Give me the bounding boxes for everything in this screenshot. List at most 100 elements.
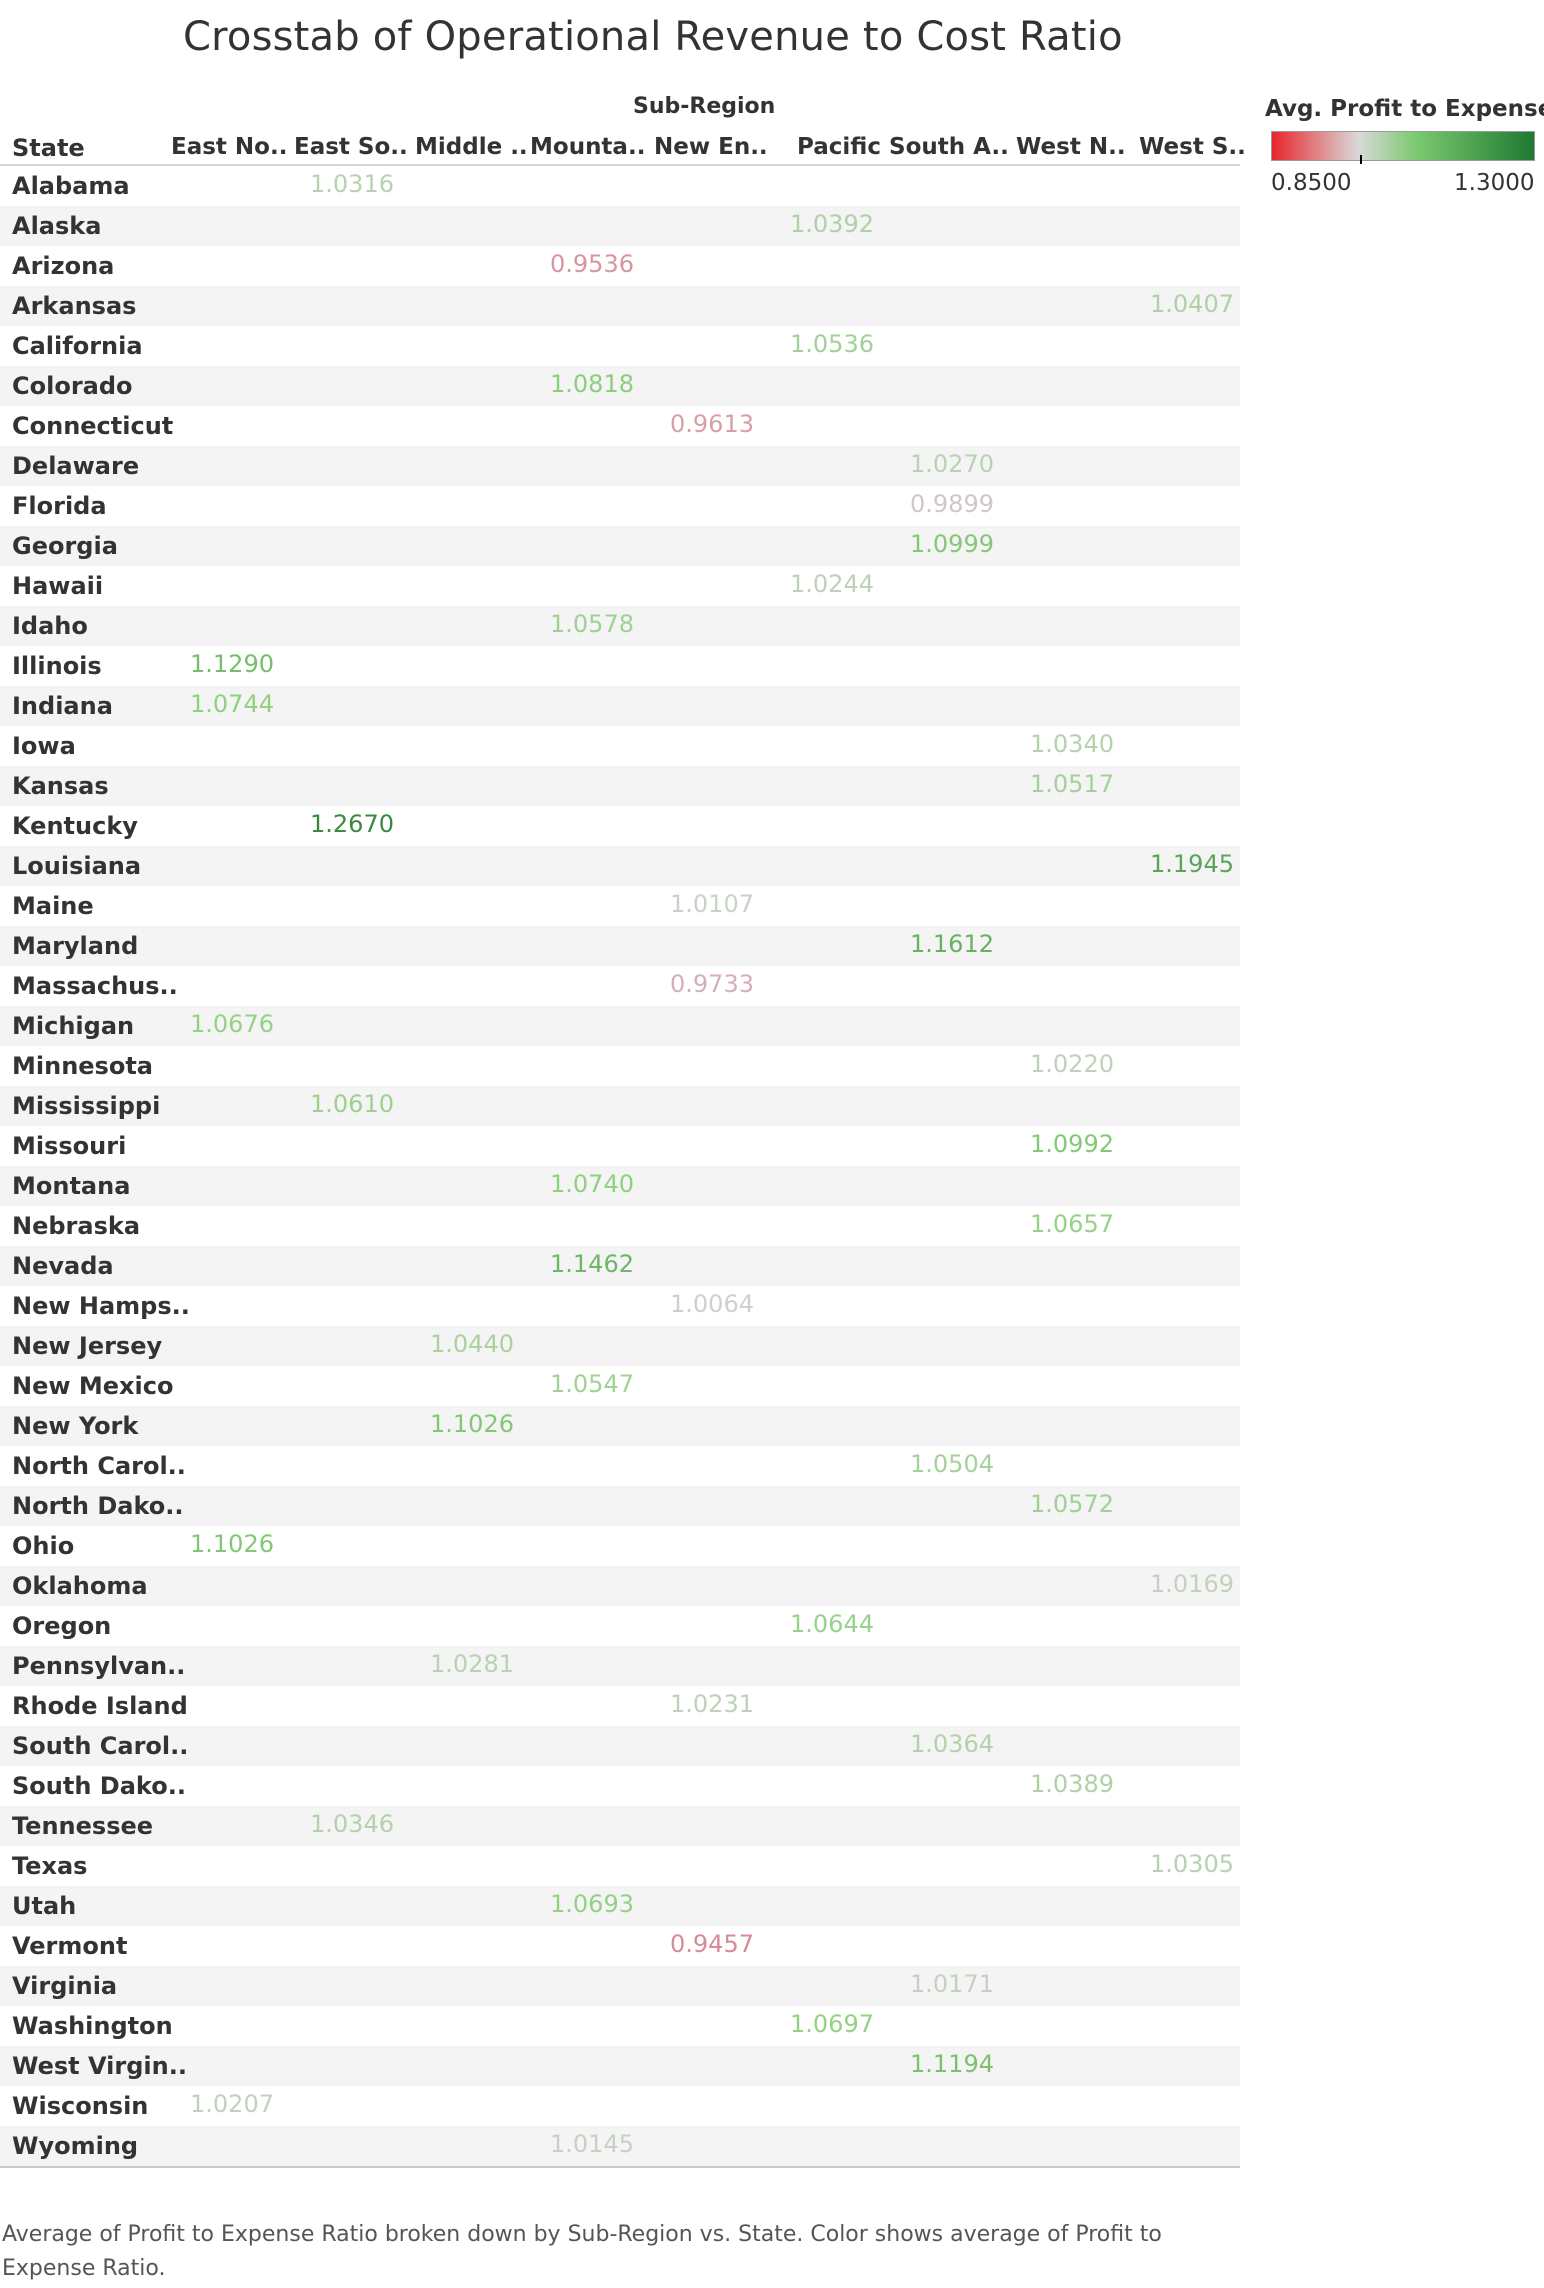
table-row[interactable]: Wyoming 1.0145 (0, 2126, 1240, 2166)
state-label[interactable]: Michigan (12, 1012, 135, 1040)
ratio-value[interactable]: 1.0693 (550, 1890, 634, 1918)
ratio-value[interactable]: 1.0610 (310, 1090, 394, 1118)
table-row[interactable]: Tennessee 1.0346 (0, 1806, 1240, 1846)
table-row[interactable]: South Carol.. 1.0364 (0, 1726, 1240, 1766)
column-header[interactable]: West S.. (1139, 134, 1246, 160)
ratio-value[interactable]: 1.0440 (430, 1330, 514, 1358)
table-row[interactable]: Montana 1.0740 (0, 1166, 1240, 1206)
state-label[interactable]: North Carol.. (12, 1452, 186, 1480)
table-row[interactable]: Missouri 1.0992 (0, 1126, 1240, 1166)
ratio-value[interactable]: 1.0064 (670, 1290, 754, 1318)
ratio-value[interactable]: 1.1612 (910, 930, 994, 958)
table-row[interactable]: Utah 1.0693 (0, 1886, 1240, 1926)
column-header[interactable]: New En.. (654, 134, 768, 160)
ratio-value[interactable]: 1.0346 (310, 1810, 394, 1838)
state-label[interactable]: Ohio (12, 1532, 75, 1560)
ratio-value[interactable]: 1.0676 (190, 1010, 274, 1038)
table-row[interactable]: Alabama 1.0316 (0, 166, 1240, 206)
ratio-value[interactable]: 1.0392 (790, 210, 874, 238)
table-row[interactable]: Arkansas 1.0407 (0, 286, 1240, 326)
ratio-value[interactable]: 1.0207 (190, 2090, 274, 2118)
table-row[interactable]: Illinois 1.1290 (0, 646, 1240, 686)
table-row[interactable]: New York 1.1026 (0, 1406, 1240, 1446)
ratio-value[interactable]: 1.0547 (550, 1370, 634, 1398)
state-label[interactable]: Texas (12, 1852, 88, 1880)
table-row[interactable]: Kansas 1.0517 (0, 766, 1240, 806)
ratio-value[interactable]: 1.0231 (670, 1690, 754, 1718)
ratio-value[interactable]: 1.0270 (910, 450, 994, 478)
table-row[interactable]: Oregon 1.0644 (0, 1606, 1240, 1646)
state-label[interactable]: Missouri (12, 1132, 127, 1160)
ratio-value[interactable]: 0.9613 (670, 410, 754, 438)
ratio-value[interactable]: 1.0536 (790, 330, 874, 358)
table-row[interactable]: Washington 1.0697 (0, 2006, 1240, 2046)
table-row[interactable]: North Dako.. 1.0572 (0, 1486, 1240, 1526)
ratio-value[interactable]: 1.0281 (430, 1650, 514, 1678)
table-row[interactable]: Kentucky 1.2670 (0, 806, 1240, 846)
table-row[interactable]: South Dako.. 1.0389 (0, 1766, 1240, 1806)
table-row[interactable]: Delaware 1.0270 (0, 446, 1240, 486)
ratio-value[interactable]: 1.0389 (1030, 1770, 1114, 1798)
state-label[interactable]: Mississippi (12, 1092, 161, 1120)
table-row[interactable]: Ohio 1.1026 (0, 1526, 1240, 1566)
ratio-value[interactable]: 1.1462 (550, 1250, 634, 1278)
ratio-value[interactable]: 1.1026 (430, 1410, 514, 1438)
state-label[interactable]: Oregon (12, 1612, 112, 1640)
table-row[interactable]: Maryland 1.1612 (0, 926, 1240, 966)
table-row[interactable]: Nevada 1.1462 (0, 1246, 1240, 1286)
state-label[interactable]: Wisconsin (12, 2092, 149, 2120)
state-label[interactable]: Arizona (12, 252, 115, 280)
ratio-value[interactable]: 1.0517 (1030, 770, 1114, 798)
state-label[interactable]: Illinois (12, 652, 102, 680)
table-row[interactable]: North Carol.. 1.0504 (0, 1446, 1240, 1486)
ratio-value[interactable]: 0.9457 (670, 1930, 754, 1958)
ratio-value[interactable]: 1.0572 (1030, 1490, 1114, 1518)
state-label[interactable]: Utah (12, 1892, 77, 1920)
state-label[interactable]: Minnesota (12, 1052, 153, 1080)
table-row[interactable]: Massachus.. 0.9733 (0, 966, 1240, 1006)
state-label[interactable]: Florida (12, 492, 107, 520)
ratio-value[interactable]: 1.0244 (790, 570, 874, 598)
ratio-value[interactable]: 1.0340 (1030, 730, 1114, 758)
ratio-value[interactable]: 1.1026 (190, 1530, 274, 1558)
ratio-value[interactable]: 1.1945 (1150, 850, 1234, 878)
table-row[interactable]: Michigan 1.0676 (0, 1006, 1240, 1046)
column-header[interactable]: East So.. (294, 134, 408, 160)
ratio-value[interactable]: 1.0818 (550, 370, 634, 398)
state-label[interactable]: Louisiana (12, 852, 142, 880)
table-row[interactable]: Maine 1.0107 (0, 886, 1240, 926)
ratio-value[interactable]: 0.9899 (910, 490, 994, 518)
state-label[interactable]: South Carol.. (12, 1732, 189, 1760)
table-row[interactable]: Indiana 1.0744 (0, 686, 1240, 726)
state-label[interactable]: South Dako.. (12, 1772, 186, 1800)
state-label[interactable]: Massachus.. (12, 972, 178, 1000)
column-header[interactable]: Middle .. (415, 134, 528, 160)
ratio-value[interactable]: 1.0169 (1150, 1570, 1234, 1598)
state-label[interactable]: Delaware (12, 452, 140, 480)
state-label[interactable]: Montana (12, 1172, 131, 1200)
ratio-value[interactable]: 1.1194 (910, 2050, 994, 2078)
ratio-value[interactable]: 1.1290 (190, 650, 274, 678)
ratio-value[interactable]: 1.0578 (550, 610, 634, 638)
state-label[interactable]: New Jersey (12, 1332, 163, 1360)
ratio-value[interactable]: 0.9733 (670, 970, 754, 998)
table-row[interactable]: Alaska 1.0392 (0, 206, 1240, 246)
table-row[interactable]: Minnesota 1.0220 (0, 1046, 1240, 1086)
table-row[interactable]: Connecticut 0.9613 (0, 406, 1240, 446)
state-label[interactable]: Washington (12, 2012, 173, 2040)
ratio-value[interactable]: 1.0740 (550, 1170, 634, 1198)
state-label[interactable]: Colorado (12, 372, 133, 400)
state-label[interactable]: Idaho (12, 612, 88, 640)
state-label[interactable]: Nevada (12, 1252, 114, 1280)
table-row[interactable]: Iowa 1.0340 (0, 726, 1240, 766)
ratio-value[interactable]: 1.0107 (670, 890, 754, 918)
table-row[interactable]: New Hamps.. 1.0064 (0, 1286, 1240, 1326)
column-header[interactable]: South A.. (889, 134, 1009, 160)
ratio-value[interactable]: 1.0407 (1150, 290, 1234, 318)
table-row[interactable]: West Virgin.. 1.1194 (0, 2046, 1240, 2086)
ratio-value[interactable]: 1.0999 (910, 530, 994, 558)
state-label[interactable]: Virginia (12, 1972, 118, 2000)
table-row[interactable]: New Mexico 1.0547 (0, 1366, 1240, 1406)
ratio-value[interactable]: 1.0504 (910, 1450, 994, 1478)
table-row[interactable]: Oklahoma 1.0169 (0, 1566, 1240, 1606)
